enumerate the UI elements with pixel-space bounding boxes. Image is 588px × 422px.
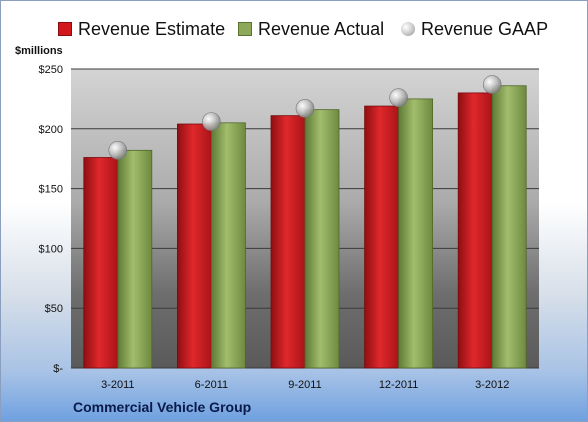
legend-item-revenue-gaap: Revenue GAAP: [401, 16, 548, 42]
revenue-actual-bar: [117, 149, 153, 369]
revenue-actual-bar: [398, 98, 434, 369]
revenue-estimate-bar: [457, 92, 493, 369]
y-tick-label: $50: [45, 303, 63, 315]
legend: Revenue Estimate Revenue Actual Revenue …: [1, 16, 587, 42]
legend-item-revenue-actual: Revenue Actual: [238, 16, 384, 42]
company-name: Commercial Vehicle Group: [73, 399, 252, 415]
y-tick-label: $100: [39, 243, 63, 255]
legend-label-revenue-actual: Revenue Actual: [258, 18, 385, 39]
revenue-gaap-marker: [389, 88, 408, 108]
gaap-markers: [108, 75, 502, 160]
x-tick-label: 9-2011: [288, 379, 321, 391]
y-tick-label: $150: [39, 184, 63, 196]
legend-label-revenue-estimate: Revenue Estimate: [78, 18, 226, 39]
y-axis-units-label: $millions: [15, 45, 63, 57]
y-axis-ticks: $- $50 $100 $150 $200 $250: [39, 64, 64, 375]
y-tick-label: $200: [39, 124, 63, 136]
x-tick-label: 3-2012: [475, 379, 509, 391]
x-tick-label: 12-2011: [379, 379, 419, 391]
revenue-gaap-marker: [202, 112, 221, 131]
legend-item-revenue-estimate: Revenue Estimate: [58, 16, 225, 42]
revenue-gaap-marker: [295, 99, 315, 118]
y-tick-label: $250: [39, 64, 63, 76]
revenue-gaap-marker: [108, 141, 128, 160]
legend-label-revenue-gaap: Revenue GAAP: [421, 18, 549, 39]
revenue-estimate-bar: [83, 157, 119, 369]
revenue-estimate-bar: [364, 105, 400, 369]
bars: [83, 85, 527, 369]
revenue-actual-bar: [491, 85, 527, 369]
revenue-estimate-bar: [176, 123, 212, 369]
legend-swatch-revenue-actual: [238, 22, 252, 36]
y-tick-label: $-: [53, 363, 63, 375]
x-tick-label: 6-2011: [195, 379, 228, 391]
legend-swatch-revenue-estimate: [58, 22, 72, 36]
revenue-gaap-marker: [482, 75, 502, 94]
x-tick-label: 3-2011: [101, 379, 134, 391]
revenue-actual-bar: [210, 122, 246, 369]
x-axis-ticks: 3-2011 6-2011 9-2011 12-2011 3-2012: [101, 379, 509, 391]
revenue-actual-bar: [304, 109, 340, 369]
legend-swatch-revenue-gaap: [401, 22, 415, 36]
revenue-estimate-bar: [270, 115, 306, 369]
